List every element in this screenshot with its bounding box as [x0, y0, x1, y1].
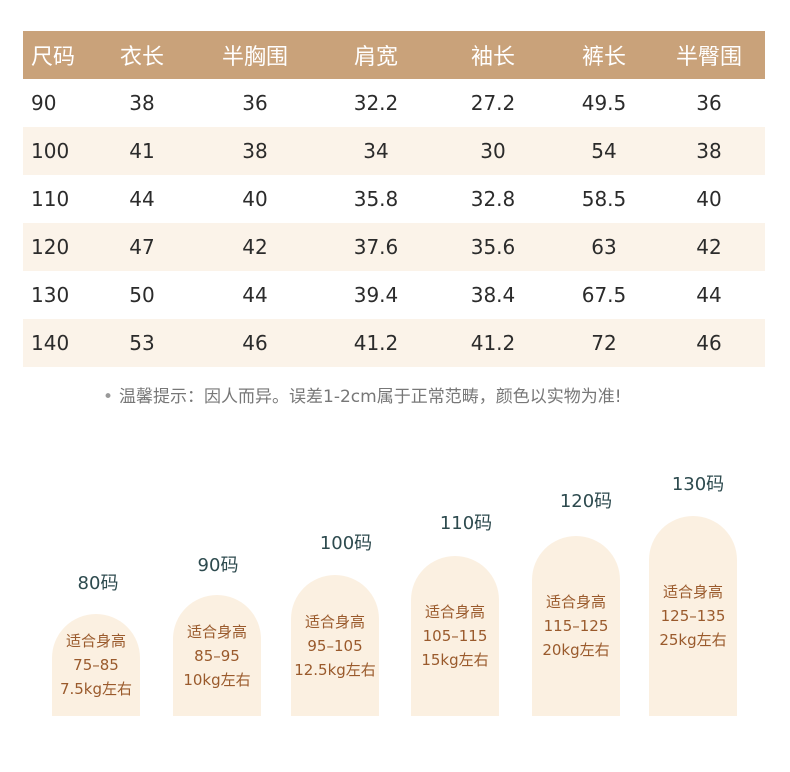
table-cell: 41.2 [470, 331, 516, 355]
table-cell: 120 [31, 235, 70, 259]
header-cell-length: 衣长 [119, 45, 164, 70]
height-card-weight: 7.5kg左右 [59, 680, 133, 698]
table-cell: 38 [696, 139, 722, 163]
size-label-130: 130码 [671, 474, 725, 495]
height-card-110: 适合身高 105–115 15kg左右 [411, 556, 499, 716]
header-cell-half-hip: 半臀围 [675, 45, 742, 70]
height-card-label: 适合身高 [304, 612, 365, 631]
table-cell: 90 [31, 91, 57, 115]
height-card-label: 适合身高 [186, 622, 247, 641]
table-cell: 58.5 [581, 187, 627, 211]
table-cell: 44 [129, 187, 155, 211]
height-card-weight: 10kg左右 [183, 670, 251, 689]
table-cell: 36 [696, 91, 722, 115]
table-cell: 46 [696, 331, 722, 355]
table-cell: 38.4 [470, 283, 516, 307]
size-note-text: 温馨提示：因人而异。误差1-2cm属于正常范畴，颜色以实物为准! [119, 387, 622, 407]
table-cell: 36 [242, 91, 268, 115]
table-cell: 27.2 [470, 91, 516, 115]
height-card-range: 105–115 [422, 627, 488, 645]
table-cell: 32.2 [353, 91, 399, 115]
table-cell: 38 [242, 139, 268, 163]
table-cell: 47 [129, 235, 155, 259]
table-cell: 40 [696, 187, 722, 211]
height-card-range: 115–125 [543, 617, 609, 635]
table-cell: 46 [242, 331, 268, 355]
table-cell: 30 [480, 139, 506, 163]
table-cell: 63 [591, 235, 617, 259]
height-card-range: 75–85 [73, 656, 119, 674]
table-cell: 42 [242, 235, 268, 259]
table-cell: 41 [129, 139, 155, 163]
table-header: 尺码 衣长 半胸围 肩宽 袖长 裤长 半臀围 [23, 31, 765, 79]
height-card-weight: 12.5kg左右 [294, 660, 376, 679]
table-cell: 38 [129, 91, 155, 115]
height-card-90: 适合身高 85–95 10kg左右 [173, 595, 261, 716]
table-cell: 54 [591, 139, 617, 163]
header-cell-half-chest: 半胸围 [221, 45, 288, 70]
table-row: 130 50 44 39.4 38.4 67.5 44 [23, 271, 765, 319]
height-card-weight: 20kg左右 [542, 641, 610, 659]
table-row: 100 41 38 34 30 54 38 [23, 127, 765, 175]
table-cell: 130 [31, 283, 70, 307]
size-label-120: 120码 [559, 491, 613, 512]
height-card-weight: 25kg左右 [659, 631, 727, 649]
table-cell: 41.2 [353, 331, 399, 355]
table-cell: 53 [129, 331, 155, 355]
table-cell: 42 [696, 235, 722, 259]
size-label-110: 110码 [439, 513, 493, 534]
height-card-80: 适合身高 75–85 7.5kg左右 [52, 614, 140, 716]
table-cell: 44 [696, 283, 722, 307]
table-cell: 67.5 [581, 283, 627, 307]
table-cell: 110 [31, 187, 70, 211]
table-cell: 50 [129, 283, 155, 307]
height-card-label: 适合身高 [545, 593, 606, 611]
header-cell-pants-length: 裤长 [581, 45, 626, 70]
header-cell-shoulder: 肩宽 [353, 45, 398, 70]
table-cell: 32.8 [470, 187, 516, 211]
table-cell: 37.6 [353, 235, 399, 259]
height-card-weight: 15kg左右 [421, 651, 489, 669]
height-card-120: 适合身高 115–125 20kg左右 [532, 536, 620, 716]
table-row: 140 53 46 41.2 41.2 72 46 [23, 319, 765, 367]
table-row: 90 38 36 32.2 27.2 49.5 36 [23, 79, 765, 127]
header-cell-size: 尺码 [31, 45, 76, 70]
table-cell: 49.5 [581, 91, 627, 115]
size-label-90: 90码 [197, 555, 239, 576]
height-card-100: 适合身高 95–105 12.5kg左右 [291, 575, 379, 716]
table-cell: 140 [31, 331, 70, 355]
table-cell: 44 [242, 283, 268, 307]
bullet-dot-icon: • [103, 387, 114, 407]
height-card-range: 125–135 [660, 607, 726, 625]
height-card-130: 适合身高 125–135 25kg左右 [649, 516, 737, 716]
size-label-80: 80码 [77, 573, 119, 594]
height-card-range: 95–105 [307, 636, 363, 655]
table-cell: 100 [31, 139, 70, 163]
size-table: 尺码 衣长 半胸围 肩宽 袖长 裤长 半臀围 90 38 36 32.2 27.… [23, 31, 765, 367]
header-cell-sleeve: 袖长 [470, 45, 515, 70]
height-card-label: 适合身高 [65, 632, 126, 650]
table-cell: 40 [242, 187, 268, 211]
table-cell: 35.6 [470, 235, 516, 259]
table-row: 120 47 42 37.6 35.6 63 42 [23, 223, 765, 271]
table-cell: 35.8 [353, 187, 399, 211]
table-cell: 72 [591, 331, 617, 355]
table-row: 110 44 40 35.8 32.8 58.5 40 [23, 175, 765, 223]
height-card-label: 适合身高 [662, 583, 723, 601]
table-cell: 39.4 [353, 283, 399, 307]
size-label-100: 100码 [319, 533, 373, 554]
table-cell: 34 [363, 139, 389, 163]
height-card-label: 适合身高 [424, 603, 485, 621]
height-card-range: 85–95 [194, 646, 240, 665]
size-note: • 温馨提示：因人而异。误差1-2cm属于正常范畴，颜色以实物为准! [103, 382, 622, 407]
